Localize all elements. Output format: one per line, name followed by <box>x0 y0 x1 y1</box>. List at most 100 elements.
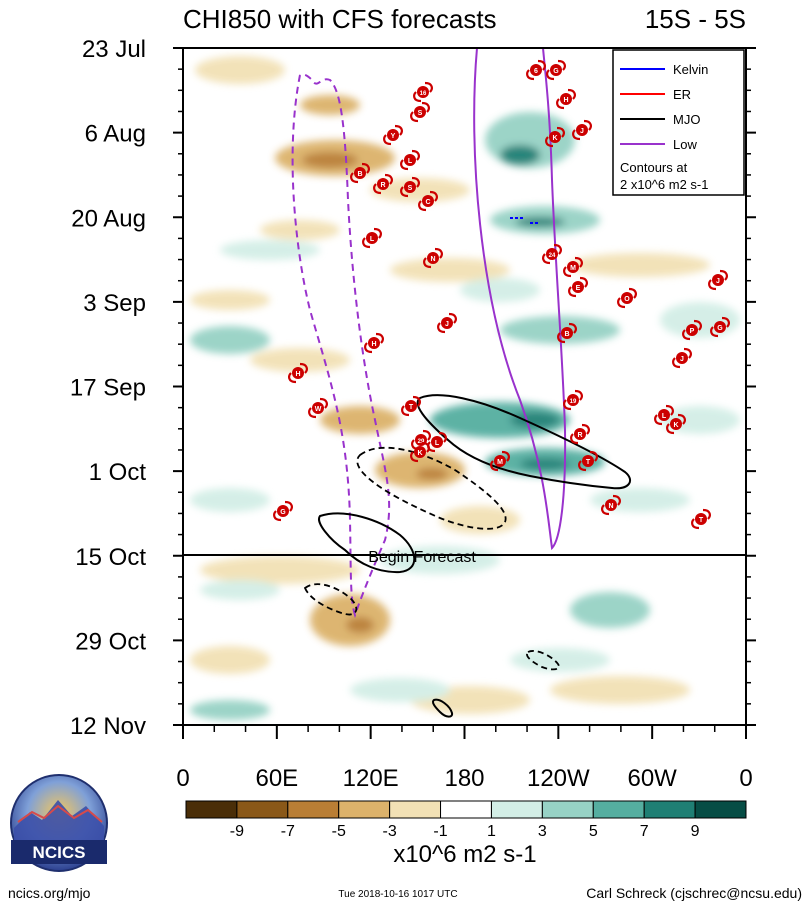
storm-marker: G <box>710 316 730 338</box>
colorbar-units: x10^6 m2 s-1 <box>393 841 536 868</box>
storm-label: M <box>570 265 576 272</box>
storm-center <box>422 195 434 207</box>
storm-spiral <box>448 312 457 324</box>
storm-marker: J <box>437 312 457 334</box>
mjo-contour-3 <box>431 698 454 718</box>
storm-spiral <box>568 322 577 334</box>
storm-label: N <box>430 256 435 263</box>
storm-spiral <box>693 319 702 331</box>
colorbar: -9 -7 -5 -3 -1 1 3 5 7 9 <box>185 800 747 840</box>
colorbar-swatch <box>541 800 594 819</box>
storm-label: H <box>371 341 376 348</box>
storm-spiral <box>400 159 409 171</box>
storm-spiral <box>665 404 674 416</box>
kelvin-contour <box>510 217 540 224</box>
storm-marker: P <box>682 319 702 341</box>
storm-marker: H <box>364 332 384 354</box>
colorbar-swatch <box>389 800 442 819</box>
colorbar-label: 7 <box>640 823 649 840</box>
storm-marker: N <box>601 494 621 516</box>
logo-band <box>11 840 107 864</box>
storm-spiral <box>601 504 610 516</box>
storm-spiral <box>557 332 566 344</box>
storm-label: L <box>408 158 413 165</box>
storm-spiral <box>683 347 692 359</box>
storm-center <box>377 178 389 190</box>
logo-text: NCICS <box>33 843 86 862</box>
storm-spiral <box>572 129 581 141</box>
colorbar-swatch <box>338 800 391 819</box>
storm-spiral <box>563 266 572 278</box>
storm-marker: 19 <box>563 389 583 411</box>
storm-spiral <box>411 149 420 161</box>
storm-center <box>277 505 289 517</box>
storm-center <box>546 248 558 260</box>
storm-marker: H <box>288 362 308 384</box>
storm-label: W <box>315 406 322 413</box>
storm-spiral <box>375 332 384 344</box>
region-label: 15S - 5S <box>645 4 746 34</box>
storm-label: M <box>497 459 503 466</box>
storm-spiral <box>364 342 373 354</box>
storm-spiral <box>654 414 663 426</box>
storm-label: G <box>280 509 286 516</box>
logo-mountains <box>14 800 104 846</box>
storm-marker: J <box>672 347 692 369</box>
footer-author: Carl Schreck (cjschrec@ncsu.edu) <box>586 885 802 901</box>
storm-spiral <box>418 200 427 212</box>
legend-box <box>612 49 745 196</box>
storm-marker: W <box>308 397 328 419</box>
storm-center <box>387 129 399 141</box>
storm-marker: L <box>362 227 382 249</box>
storm-spiral <box>708 279 717 291</box>
storm-spiral <box>612 494 621 506</box>
y-tick-label: 3 Sep <box>83 290 146 317</box>
storm-spiral <box>427 441 436 453</box>
storm-spiral <box>557 59 566 71</box>
storm-spiral <box>411 176 420 188</box>
storm-spiral <box>429 190 438 202</box>
storm-center <box>572 281 584 293</box>
storm-label: J <box>716 278 720 285</box>
mjo-contour-1 <box>416 394 632 490</box>
storm-spiral <box>410 111 419 123</box>
storm-spiral <box>579 276 588 288</box>
storm-label: 29 <box>418 439 425 445</box>
storm-marker: H <box>556 88 576 110</box>
storm-spiral <box>553 243 562 255</box>
storm-marker: Y <box>383 124 403 146</box>
storm-label: T <box>699 517 704 524</box>
storm-spiral <box>666 423 675 435</box>
storm-center <box>417 86 429 98</box>
y-tick-label: 15 Oct <box>75 544 146 571</box>
storm-center <box>404 154 416 166</box>
y-tick-label: 12 Nov <box>70 713 146 740</box>
storm-spiral <box>273 510 282 522</box>
storm-spiral <box>299 362 308 374</box>
y-tick-label: 23 Jul <box>82 36 146 63</box>
storm-center <box>354 167 366 179</box>
storm-center <box>549 131 561 143</box>
x-axis: 0 60E 120E 180 120W 60W 0 <box>176 725 753 792</box>
x-tick-label: 0 <box>739 765 752 792</box>
storm-spiral <box>691 518 700 530</box>
legend-label-kelvin: Kelvin <box>673 62 708 77</box>
storm-marker: T <box>691 508 711 530</box>
x-tick-label: 60E <box>255 765 298 792</box>
storm-center <box>414 446 426 458</box>
mjo-contour-dashed-2 <box>303 583 358 616</box>
storm-spiral <box>617 297 626 309</box>
logo-ridge <box>17 804 103 823</box>
storm-spiral <box>710 326 719 338</box>
storm-marker: 24 <box>542 243 562 265</box>
colorbar-label: -7 <box>281 823 295 840</box>
storm-spiral <box>438 431 447 443</box>
storm-label: R <box>577 432 582 439</box>
storm-center <box>567 394 579 406</box>
storm-label: T <box>409 404 414 411</box>
storm-label: 16 <box>420 91 427 97</box>
x-tick-label: 120W <box>527 765 590 792</box>
colorbar-swatch <box>592 800 645 819</box>
storm-marker: T <box>401 395 421 417</box>
